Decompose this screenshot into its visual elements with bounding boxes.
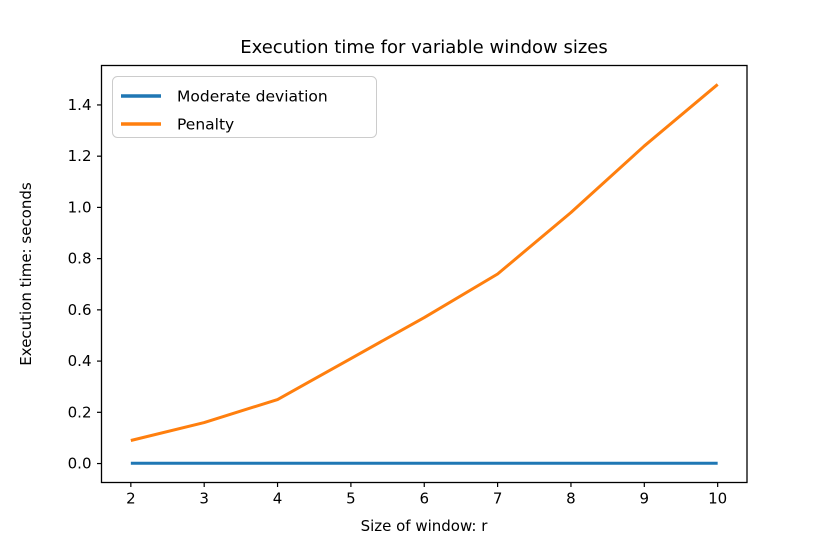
x-tick-label: 7 [493,490,503,508]
x-tick-label: 5 [346,490,356,508]
chart-title: Execution time for variable window sizes [240,37,608,58]
legend-label-penalty: Penalty [177,116,234,134]
axis-ticks: 2 3 4 5 6 7 8 9 10 0.0 0.2 0.4 0.6 0.8 1.0 1.2 1.4 [68,96,728,508]
y-tick-label: 1.4 [68,96,92,114]
x-tick-label: 10 [708,490,727,508]
y-tick-label: 0.4 [68,352,92,370]
x-axis-label: Size of window: r [361,517,489,535]
y-tick-label: 0.0 [68,455,92,473]
y-tick-label: 1.2 [68,147,92,165]
legend-box [112,76,377,138]
x-tick-label: 4 [273,490,283,508]
y-tick-label: 0.8 [68,250,92,268]
x-tick-label: 8 [566,490,576,508]
y-tick-label: 0.2 [68,403,92,421]
x-tick-label: 3 [199,490,209,508]
series-line-penalty [130,83,719,442]
x-tick-label: 9 [640,490,650,508]
legend: Moderate deviation Penalty [112,76,377,138]
legend-label-moderate-deviation: Moderate deviation [177,88,328,106]
x-tick-label: 6 [419,490,429,508]
series-lines [130,83,719,465]
x-tick-label: 2 [126,490,136,508]
y-axis-label: Execution time: seconds [17,182,35,366]
y-tick-label: 1.0 [68,198,92,216]
y-tick-label: 0.6 [68,301,92,319]
